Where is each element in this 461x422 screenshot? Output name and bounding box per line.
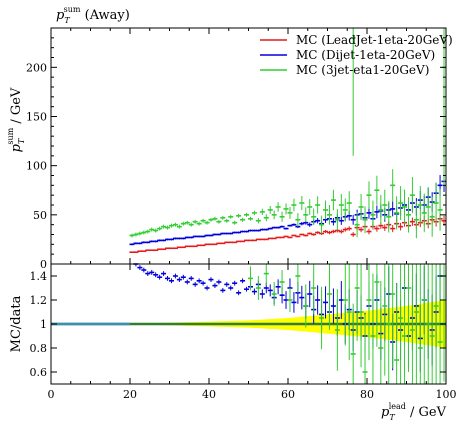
x-tick-label: 20 [123, 388, 137, 401]
legend-entry: MC (Dijet-1eta-20GeV) [296, 48, 435, 62]
y-tick-label: 0 [40, 258, 47, 271]
xlabel-sub: T [389, 413, 395, 422]
ylabel-rest: / GeV [9, 87, 24, 128]
series-1 [129, 170, 447, 246]
chart-title: pTsum (Away) [56, 5, 130, 25]
title-base: p [56, 8, 65, 23]
title-rest: (Away) [81, 8, 130, 23]
y-tick-label: 1.4 [30, 270, 48, 283]
ylabel-sub: T [17, 138, 26, 144]
lower-ylabel: MC/data [9, 295, 24, 352]
title-sup: sum [64, 5, 81, 14]
ylabel-base: p [9, 143, 24, 152]
y-tick-label: 200 [26, 61, 47, 74]
legend: MC (LeadJet-1eta-20GeV)MC (Dijet-1eta-20… [260, 33, 453, 77]
x-tick-label: 100 [436, 388, 457, 401]
x-tick-label: 40 [202, 388, 216, 401]
xlabel: pTlead / GeV [381, 402, 447, 422]
title-sub: T [64, 16, 70, 25]
y-tick-label: 0.8 [30, 342, 48, 355]
series-1 [247, 264, 447, 384]
ylabel-sup: sum [6, 127, 15, 144]
y-tick-label: 1 [40, 318, 47, 331]
y-tick-label: 50 [33, 209, 47, 222]
x-tick-label: 80 [360, 388, 374, 401]
upper-ylabel: pTsum / GeV [6, 87, 26, 152]
y-tick-label: 1.2 [30, 294, 48, 307]
upper-panel: 0 50 100 150 200 [26, 27, 447, 271]
legend-entry: MC (3jet-eta1-20GeV) [296, 63, 429, 77]
xlabel-rest: / GeV [406, 405, 447, 420]
y-tick-label: 150 [26, 111, 47, 124]
legend-entry: MC (LeadJet-1eta-20GeV) [296, 33, 453, 47]
x-tick-label: 60 [281, 388, 295, 401]
xlabel-base: p [381, 405, 390, 420]
y-tick-label: 100 [26, 160, 47, 173]
y-tick-label: 0.6 [30, 366, 48, 379]
lower-panel: 0.60.811.21.40 20 40 60 80 100 [30, 258, 457, 401]
xlabel-sup: lead [389, 402, 406, 411]
x-tick-label: 0 [48, 388, 55, 401]
series-0 [129, 213, 447, 253]
